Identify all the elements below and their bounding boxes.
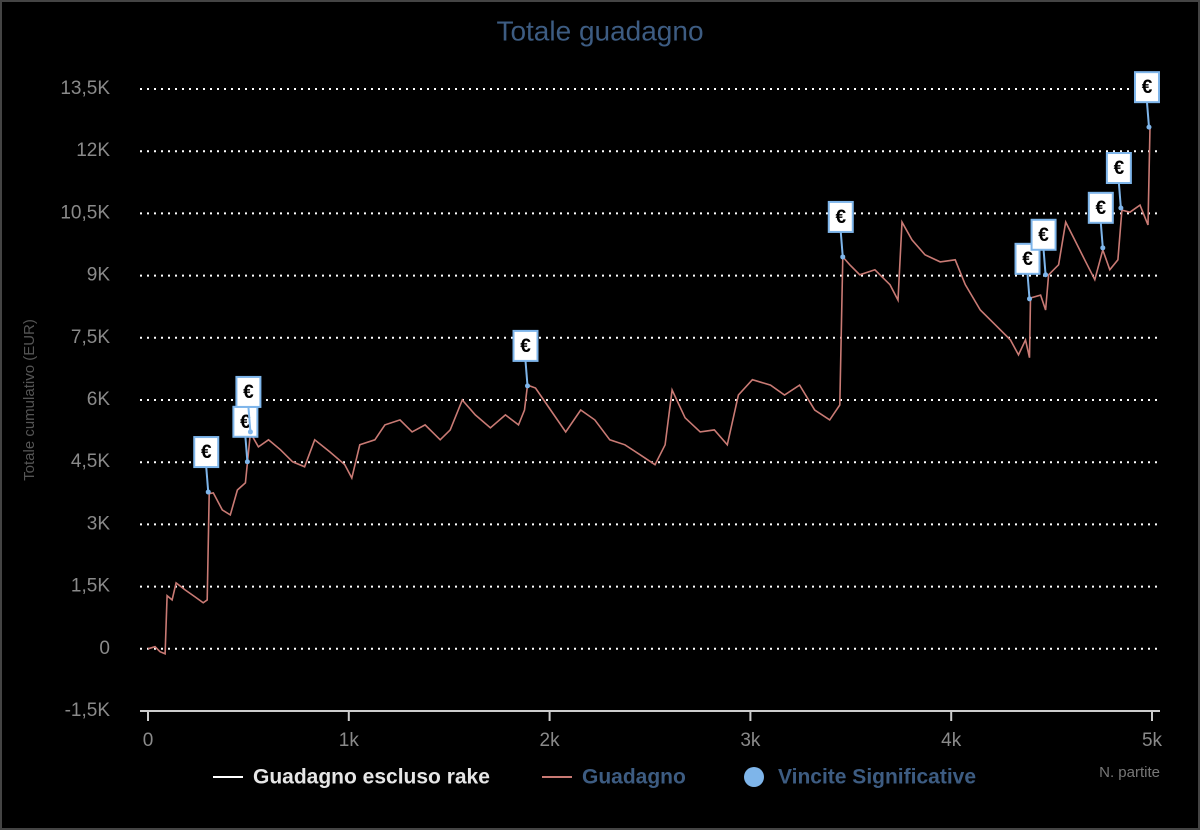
flag-label: € bbox=[1142, 77, 1153, 98]
scatter-point bbox=[1146, 124, 1152, 130]
x-axis-title: N. partite bbox=[1099, 764, 1160, 781]
x-tick-label: 4k bbox=[941, 730, 962, 751]
scatter-point bbox=[525, 383, 531, 389]
scatter-point bbox=[244, 459, 250, 465]
flag-box bbox=[512, 329, 539, 362]
flag-pole bbox=[1145, 102, 1150, 128]
flag-box bbox=[193, 436, 220, 469]
legend-label: Guadagno bbox=[582, 766, 686, 789]
flag-label: € bbox=[1096, 198, 1107, 219]
flag-label: € bbox=[240, 412, 251, 433]
scatter-point bbox=[1100, 245, 1106, 251]
y-tick-label: 7,5K bbox=[71, 327, 110, 348]
x-tick-label: 1k bbox=[339, 730, 360, 751]
scatter-point bbox=[1043, 272, 1049, 278]
y-tick-label: 9K bbox=[87, 265, 111, 286]
y-tick-label: 10,5K bbox=[60, 202, 110, 223]
y-tick-label: -1,5K bbox=[65, 700, 111, 721]
flag-box bbox=[1105, 152, 1132, 185]
scatter-point bbox=[1027, 296, 1033, 302]
y-tick-label: 3K bbox=[87, 513, 111, 534]
x-tick-label: 3k bbox=[740, 730, 761, 751]
flag-label: € bbox=[1114, 158, 1125, 179]
legend-label: Vincite Significative bbox=[778, 766, 976, 789]
flag-pole bbox=[524, 360, 529, 386]
legend-swatch bbox=[744, 767, 764, 787]
scatter-point bbox=[1118, 205, 1124, 211]
scatter-point bbox=[205, 489, 211, 495]
chart-title: Totale guadagno bbox=[496, 15, 703, 46]
flag-label: € bbox=[243, 382, 254, 403]
y-axis-title: Totale cumulativo (EUR) bbox=[21, 319, 38, 481]
flag-pole bbox=[1042, 249, 1047, 275]
scatter-point bbox=[840, 254, 846, 260]
flag-label: € bbox=[1038, 225, 1049, 246]
flag-label: € bbox=[520, 336, 531, 357]
flag-box bbox=[827, 200, 854, 233]
flag-pole bbox=[1117, 182, 1122, 209]
scatter-point bbox=[247, 429, 253, 435]
line-series bbox=[147, 127, 1151, 655]
flag-pole bbox=[205, 466, 210, 493]
flag-label: € bbox=[1022, 249, 1033, 270]
x-tick-label: 0 bbox=[143, 730, 154, 751]
y-tick-label: 4,5K bbox=[71, 451, 110, 472]
flag-pole bbox=[1099, 222, 1104, 248]
flag-box bbox=[1133, 71, 1160, 104]
y-tick-label: 13,5K bbox=[60, 78, 110, 99]
y-tick-label: 0 bbox=[99, 638, 110, 659]
flag-pole bbox=[1026, 273, 1031, 299]
flag-pole bbox=[244, 436, 249, 462]
x-tick-label: 5k bbox=[1142, 730, 1163, 751]
flag-box bbox=[1014, 242, 1041, 275]
flag-label: € bbox=[835, 207, 846, 228]
y-tick-label: 1,5K bbox=[71, 576, 110, 597]
flag-box bbox=[1087, 191, 1114, 224]
flag-label: € bbox=[201, 442, 212, 463]
legend-label: Guadagno escluso rake bbox=[253, 766, 490, 789]
flag-pole bbox=[247, 406, 252, 433]
flag-box bbox=[235, 375, 262, 408]
flag-box bbox=[1030, 218, 1057, 251]
y-tick-label: 12K bbox=[76, 140, 110, 161]
flag-pole bbox=[839, 231, 844, 258]
x-tick-label: 2k bbox=[540, 730, 561, 751]
y-tick-label: 6K bbox=[87, 389, 111, 410]
